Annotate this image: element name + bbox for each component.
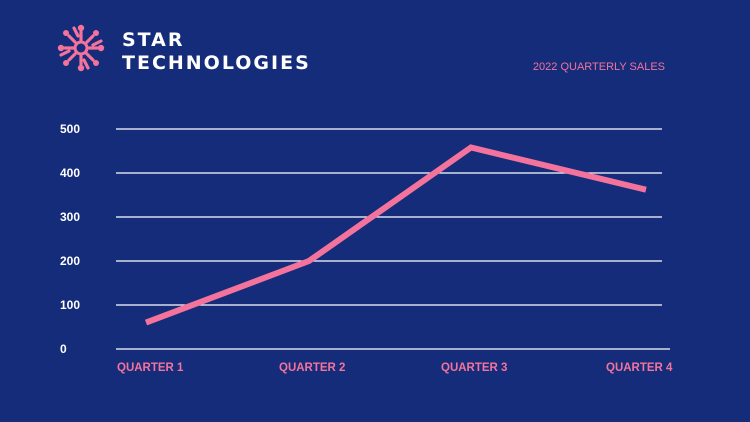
x-axis-tick-labels: QUARTER 1 QUARTER 2 QUARTER 3 QUARTER 4 [117, 362, 673, 374]
y-tick-label: 0 [60, 342, 67, 356]
x-tick-label: QUARTER 4 [606, 362, 673, 374]
x-tick-label: QUARTER 2 [279, 362, 345, 374]
brand: STAR TECHNOLOGIES [55, 22, 309, 82]
series-line [144, 144, 647, 326]
x-tick-label: QUARTER 3 [441, 362, 507, 374]
y-tick-label: 200 [60, 254, 80, 268]
y-axis-tick-labels: 0 100 200 300 400 500 [60, 122, 80, 356]
brand-name-line-2: TECHNOLOGIES [122, 52, 311, 74]
y-tick-label: 500 [60, 122, 80, 136]
chart-title: 2022 QUARTERLY SALES [532, 61, 665, 73]
brand-name: STAR TECHNOLOGIES [122, 29, 311, 75]
y-tick-label: 100 [60, 298, 80, 312]
brand-name-line-1: STAR [122, 29, 185, 51]
x-tick-label: QUARTER 1 [117, 362, 184, 374]
y-tick-label: 300 [60, 210, 80, 224]
circuit-star-logo-icon [57, 24, 105, 72]
chart-series [144, 144, 647, 326]
y-tick-label: 400 [60, 166, 80, 180]
chart-gridlines [116, 128, 670, 350]
